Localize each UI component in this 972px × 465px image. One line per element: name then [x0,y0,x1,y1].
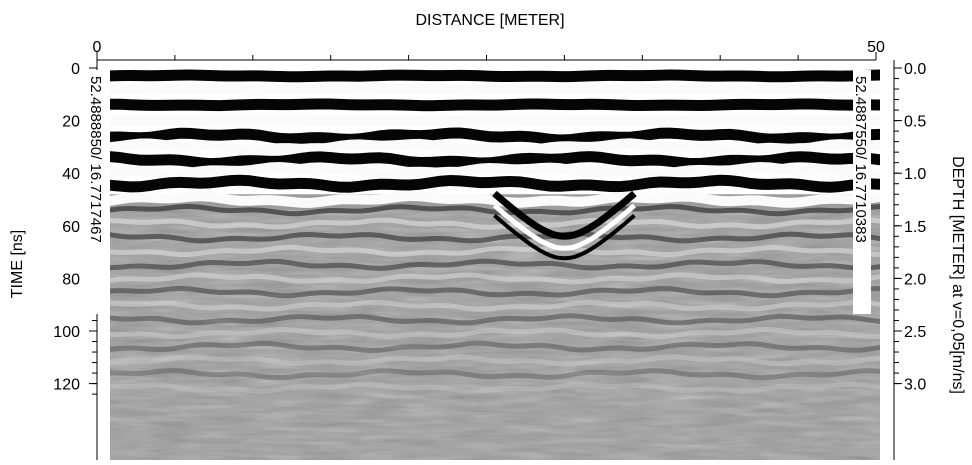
y-tick-label: 120 [53,377,80,394]
hyperbola-limb [492,203,637,251]
reflector-band [110,162,880,180]
deep-stripe [110,299,880,312]
deep-stripe [110,258,880,271]
reflector-band [110,69,880,83]
y-tick-label: 80 [62,271,80,288]
y-tick-label: 40 [62,166,80,183]
y2-axis-title: DEPTH [METER] at v=0,05[m/ns] [949,156,966,394]
y2-axis-ticks: 0.0 0.5 1.0 1.5 2.0 2.5 3.0 [894,61,926,394]
deep-stripe [110,381,880,394]
reflector-band [110,138,880,156]
right-coordinate-label: 52.4887550/ 16.7710383 [852,76,869,243]
y2-tick-label: 2.5 [904,324,926,341]
reflector-band [110,127,880,146]
y2-tick-label: 0.0 [904,61,926,78]
reflector-band [110,151,880,170]
deep-stripe [110,272,880,285]
y-tick-label: 0 [71,61,80,78]
reflector-band [110,83,880,95]
y-tick-label: 100 [53,324,80,341]
radargram-image [110,68,880,460]
deep-stripes [110,203,880,394]
deep-stripe [110,340,880,353]
y-axis-ticks: 0 20 40 60 80 100 120 [53,61,97,395]
left-coordinate-label: 52.4888850/ 16.7717467 [87,76,104,243]
reflector-bands [110,68,880,208]
deep-stripe [110,354,880,367]
x-axis-ticks: 0 50 [93,39,885,60]
deep-stripe [110,368,880,381]
x-tick-label: 50 [867,39,885,56]
y2-tick-label: 3.0 [904,377,926,394]
right-coordinate-box [853,70,871,314]
y-tick-label: 20 [62,114,80,131]
deep-stripe [110,313,880,326]
deep-stripe [110,244,880,258]
hyperbola-limb [493,213,636,261]
y2-tick-label: 1.5 [904,219,926,236]
left-coordinate-box [88,70,106,314]
reflector-band [110,191,880,208]
deep-stripe [110,285,880,299]
deep-stripe [110,217,880,230]
y-tick-label: 60 [62,219,80,236]
y2-tick-label: 1.0 [904,166,926,183]
deep-stripe [110,231,880,244]
reflector-band [110,114,880,127]
deep-stripe [110,326,880,340]
reflector-band [110,98,880,112]
reflector-band [110,174,880,193]
y2-tick-label: 2.0 [904,271,926,288]
y2-tick-label: 0.5 [904,114,926,131]
x-axis-title: DISTANCE [METER] [415,12,564,29]
hyperbola-limb [492,190,637,240]
x-tick-label: 0 [93,39,102,56]
deep-stripe [110,203,880,217]
y-axis-title: TIME [ns] [9,230,26,298]
hyperbola-anomaly [492,190,637,261]
